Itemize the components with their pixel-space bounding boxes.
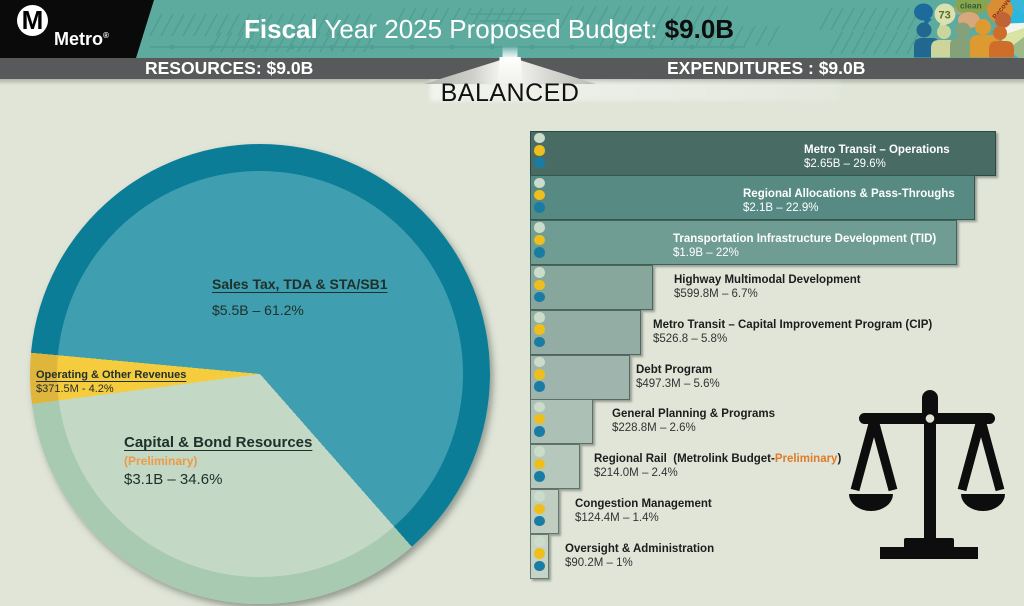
svg-text:clean: clean	[960, 1, 982, 11]
svg-text:73: 73	[939, 10, 951, 22]
